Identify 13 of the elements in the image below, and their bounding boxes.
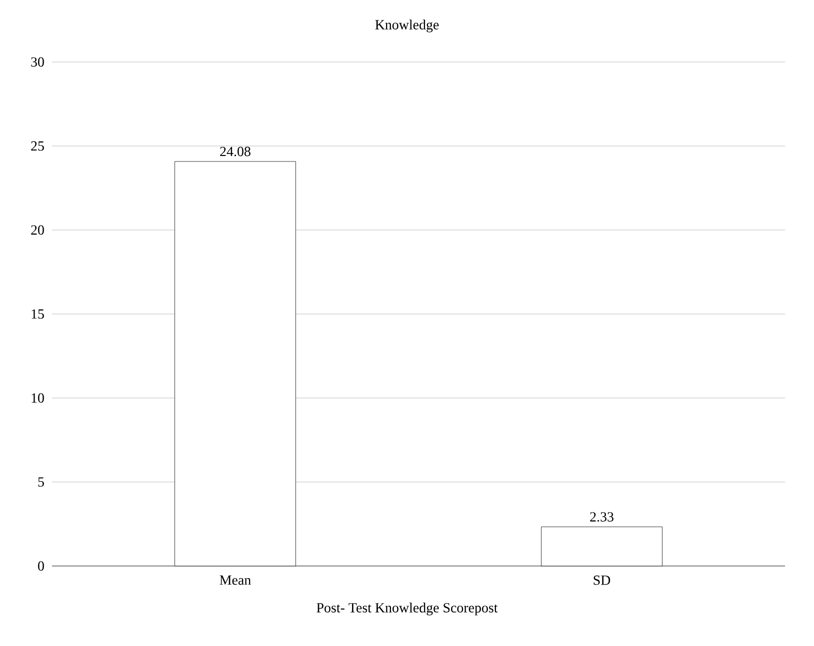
y-tick-label: 10: [32, 393, 44, 403]
y-tick-label: 0: [38, 561, 44, 571]
y-tick-label: 30: [31, 57, 44, 67]
y-tick-label: 25: [31, 141, 44, 151]
x-axis-title: Post- Test Knowledge Scorepost: [316, 602, 498, 616]
data-label: 2.33: [590, 512, 614, 522]
chart-title: Knowledge: [375, 20, 439, 32]
y-tick-label: 20: [31, 225, 44, 235]
y-tick-label: 15: [32, 309, 44, 319]
x-tick-label: Mean: [220, 576, 251, 585]
data-label: 24.08: [220, 146, 250, 156]
y-tick-label: 5: [38, 477, 44, 487]
x-tick-label: SD: [594, 576, 610, 585]
